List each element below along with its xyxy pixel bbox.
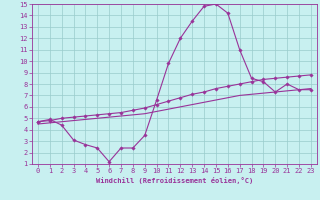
X-axis label: Windchill (Refroidissement éolien,°C): Windchill (Refroidissement éolien,°C) <box>96 177 253 184</box>
